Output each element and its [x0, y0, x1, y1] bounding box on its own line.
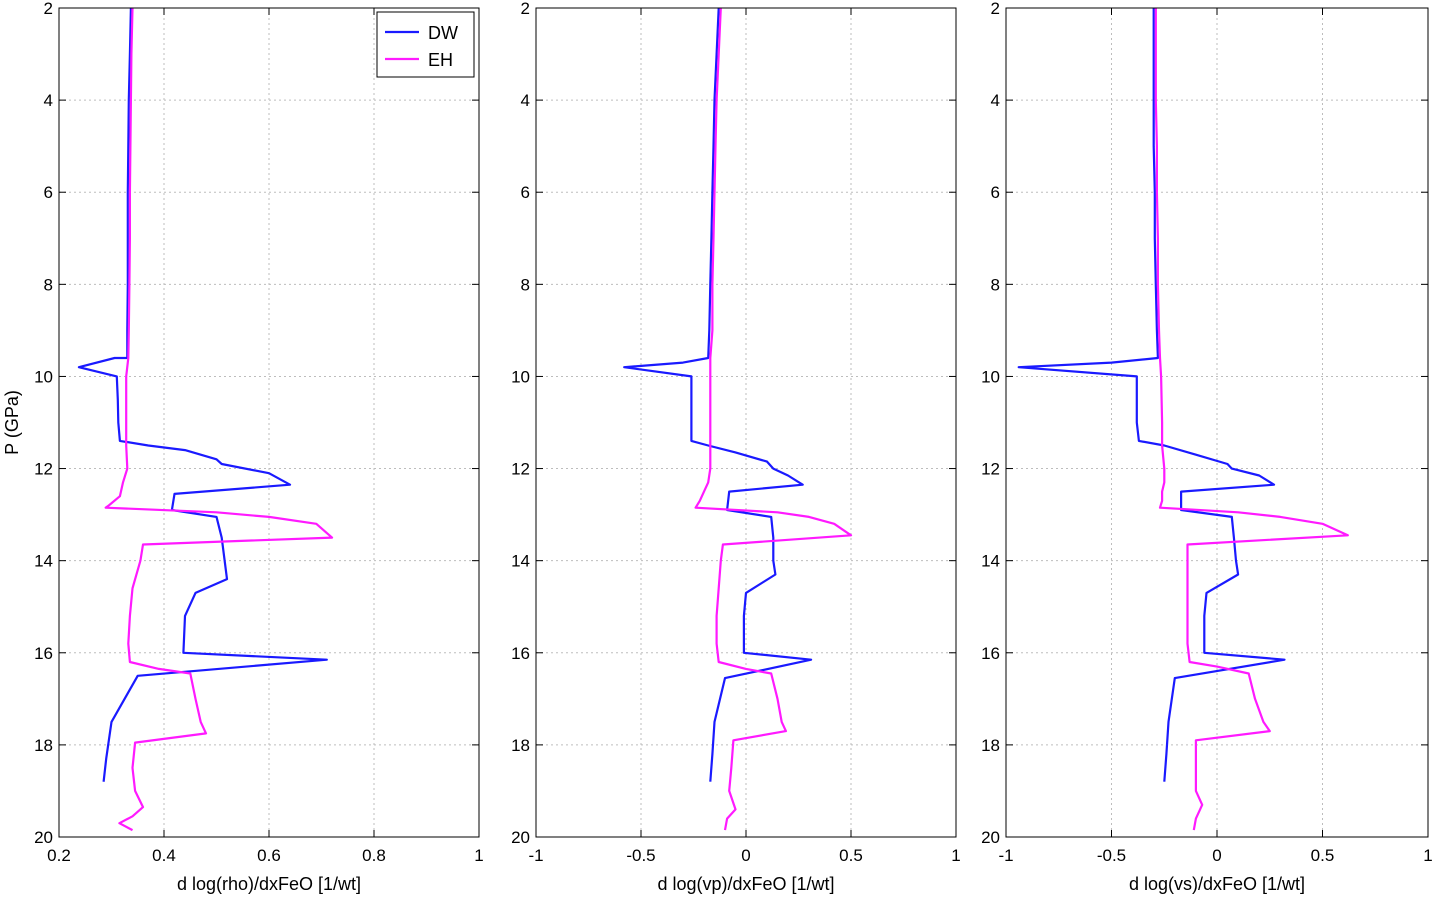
x-tick-label: 0.5 — [1311, 846, 1335, 865]
y-tick-label: 6 — [521, 183, 530, 202]
y-tick-label: 18 — [34, 736, 53, 755]
y-tick-label: 20 — [511, 828, 530, 847]
y-tick-label: 4 — [44, 91, 53, 110]
y-tick-label: 2 — [521, 0, 530, 18]
series-line-eh — [1154, 8, 1349, 831]
x-axis-label: d log(vp)/dxFeO [1/wt] — [657, 874, 834, 894]
y-tick-label: 14 — [34, 552, 53, 571]
y-tick-label: 14 — [511, 552, 530, 571]
y-tick-label: 8 — [44, 275, 53, 294]
x-tick-label: -0.5 — [626, 846, 655, 865]
x-tick-label: -0.5 — [1097, 846, 1126, 865]
x-tick-label: 0 — [1212, 846, 1221, 865]
y-tick-label: 8 — [521, 275, 530, 294]
y-tick-label: 12 — [34, 460, 53, 479]
x-tick-label: 0.2 — [47, 846, 71, 865]
y-tick-label: 10 — [981, 367, 1000, 386]
plot-area — [1006, 8, 1428, 837]
x-tick-label: -1 — [998, 846, 1013, 865]
series-line-eh — [694, 7, 853, 831]
y-tick-label: 6 — [991, 183, 1000, 202]
legend-label-dw: DW — [428, 23, 458, 43]
y-tick-label: 20 — [981, 828, 1000, 847]
y-tick-label: 14 — [981, 552, 1000, 571]
x-tick-label: 0.8 — [362, 846, 386, 865]
series-line-dw — [1017, 8, 1286, 782]
legend-label-eh: EH — [428, 50, 453, 70]
x-axis-label: d log(vs)/dxFeO [1/wt] — [1129, 874, 1305, 894]
x-tick-label: 0.5 — [839, 846, 863, 865]
x-tick-label: 0 — [741, 846, 750, 865]
x-tick-label: 1 — [1423, 846, 1432, 865]
x-axis-label: d log(rho)/dxFeO [1/wt] — [177, 874, 361, 894]
series-line-dw — [623, 7, 813, 782]
y-tick-label: 10 — [34, 367, 53, 386]
x-tick-label: 1 — [474, 846, 483, 865]
y-tick-label: 18 — [511, 736, 530, 755]
x-tick-label: -1 — [528, 846, 543, 865]
y-tick-label: 16 — [511, 644, 530, 663]
y-tick-label: 20 — [34, 828, 53, 847]
x-tick-label: 0.6 — [257, 846, 281, 865]
y-tick-label: 12 — [511, 460, 530, 479]
plot-area — [536, 8, 956, 837]
plot-area — [59, 8, 479, 837]
series-line-eh — [104, 7, 334, 832]
y-tick-label: 8 — [991, 275, 1000, 294]
y-tick-label: 2 — [44, 0, 53, 18]
y-tick-label: 12 — [981, 460, 1000, 479]
y-tick-label: 4 — [991, 91, 1000, 110]
y-tick-label: 6 — [44, 183, 53, 202]
y-tick-label: 2 — [991, 0, 1000, 18]
legend-box — [376, 11, 475, 78]
y-tick-label: 4 — [521, 91, 530, 110]
y-tick-label: 16 — [981, 644, 1000, 663]
x-tick-label: 1 — [951, 846, 960, 865]
y-tick-label: 16 — [34, 644, 53, 663]
y-tick-label: 18 — [981, 736, 1000, 755]
y-axis-label: P (GPa) — [2, 390, 22, 455]
x-tick-label: 0.4 — [152, 846, 176, 865]
y-tick-label: 10 — [511, 367, 530, 386]
legend: DW EH — [376, 11, 475, 78]
series-line-dw — [77, 7, 328, 782]
